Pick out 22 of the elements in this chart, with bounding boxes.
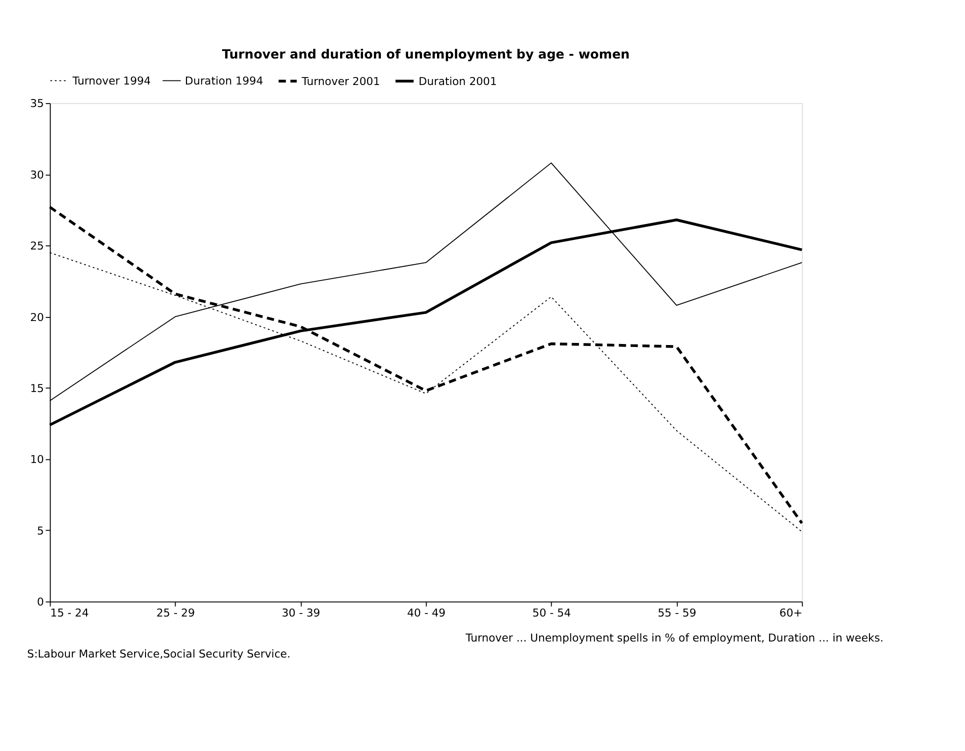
x-tick-label: 50 - 54 — [532, 606, 571, 620]
legend-label: Duration 1994 — [184, 74, 264, 88]
y-tick-label: 20 — [30, 310, 44, 324]
x-tick-label: 60+ — [779, 606, 802, 620]
y-tick-label: 25 — [30, 240, 44, 253]
y-tick-label: 5 — [37, 524, 44, 538]
y-tick-label: 0 — [37, 596, 44, 609]
x-tick-label: 15 - 24 — [50, 606, 89, 620]
x-tick-label: 55 - 59 — [658, 606, 696, 620]
x-tick-label: 25 - 29 — [156, 606, 195, 620]
y-tick-label: 35 — [30, 97, 44, 110]
y-tick-label: 10 — [30, 453, 44, 466]
legend-label: Turnover 2001 — [300, 74, 380, 88]
text: S:Labour Market Service,Social Security Service. — [27, 648, 290, 661]
y-tick-label: 30 — [30, 168, 44, 182]
x-tick-label: 40 - 49 — [407, 606, 446, 620]
text: Turnover ... Unemployment spells in % of employment, Duration ... in weeks. — [464, 631, 884, 644]
y-tick-label: 15 — [30, 382, 44, 395]
legend-label: Turnover 1994 — [71, 74, 151, 88]
legend-label: Duration 2001 — [418, 74, 497, 88]
chart-title: Turnover and duration of unemployment by age - women — [222, 46, 630, 62]
x-tick-label: 30 - 39 — [282, 606, 320, 620]
